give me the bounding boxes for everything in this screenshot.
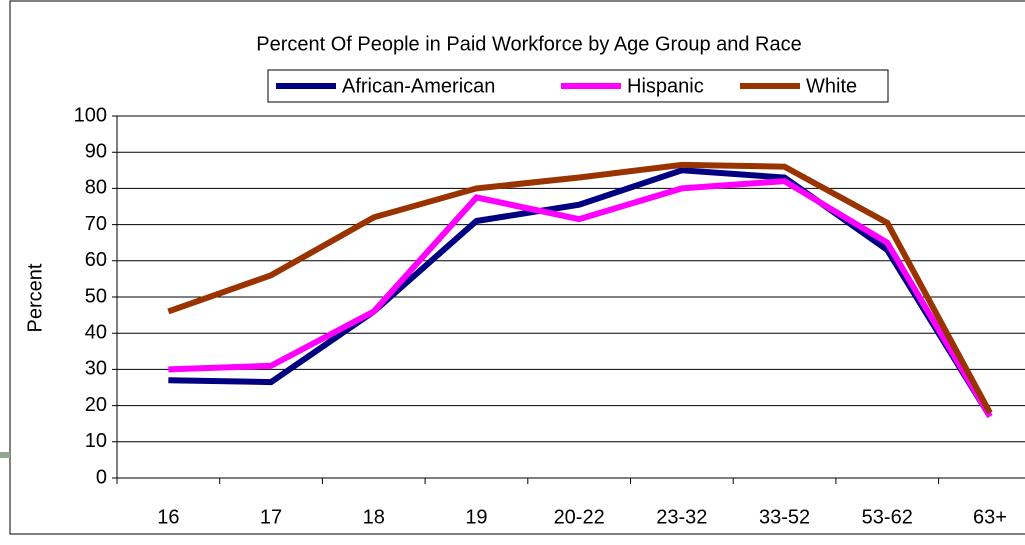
y-tick-label: 90 bbox=[85, 140, 107, 162]
y-axis-label: Percent bbox=[24, 263, 46, 332]
y-tick-label: 50 bbox=[85, 285, 107, 307]
legend-label: Hispanic bbox=[627, 75, 704, 97]
y-tick-label: 100 bbox=[74, 104, 107, 126]
y-tick-label: 70 bbox=[85, 213, 107, 235]
series-line bbox=[168, 167, 993, 419]
legend-label: African-American bbox=[342, 75, 495, 97]
y-tick-label: 80 bbox=[85, 177, 107, 199]
legend-label: White bbox=[806, 75, 857, 97]
y-tick-label: 10 bbox=[85, 430, 107, 452]
y-tick-label: 0 bbox=[96, 466, 107, 488]
y-tick-label: 20 bbox=[85, 394, 107, 416]
y-tick-label: 30 bbox=[85, 358, 107, 380]
x-tick-label: 18 bbox=[363, 506, 385, 528]
x-tick-label: 33-52 bbox=[759, 506, 810, 528]
x-tick-label: 23-32 bbox=[656, 506, 707, 528]
x-tick-label: 53-62 bbox=[862, 506, 913, 528]
y-tick-label: 40 bbox=[85, 321, 107, 343]
chart-border bbox=[9, 0, 1025, 535]
chart-title: Percent Of People in Paid Workforce by A… bbox=[256, 33, 802, 55]
x-tick-label: 20-22 bbox=[554, 506, 605, 528]
series-line bbox=[167, 161, 993, 415]
side-marker bbox=[0, 452, 10, 458]
series-line bbox=[168, 178, 993, 418]
x-tick-label: 63+ bbox=[973, 506, 1007, 528]
x-tick-label: 17 bbox=[260, 506, 282, 528]
y-tick-label: 60 bbox=[85, 249, 107, 271]
x-tick-label: 16 bbox=[157, 506, 179, 528]
x-tick-label: 19 bbox=[465, 506, 487, 528]
